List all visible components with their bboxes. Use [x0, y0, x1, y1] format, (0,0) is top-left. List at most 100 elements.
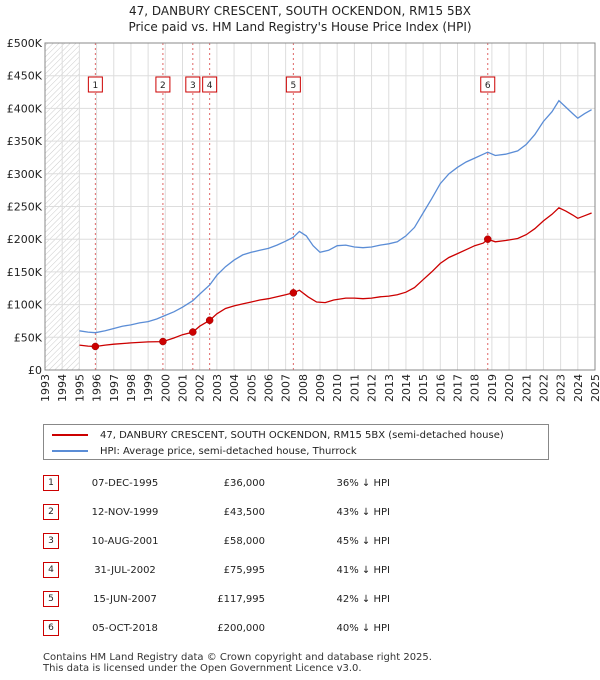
- sale-hpi-diff: 36% ↓ HPI: [336, 478, 390, 489]
- x-tick-label: 2003: [211, 374, 224, 402]
- sale-hpi-diff: 40% ↓ HPI: [336, 623, 390, 634]
- sale-price: £43,500: [223, 507, 265, 518]
- sale-number-label: 1: [92, 81, 98, 91]
- legend-label-hpi: HPI: Average price, semi-detached house,…: [100, 445, 357, 457]
- sales-table-row: 3 10-AUG-2001 £58,000 45% ↓ HPI: [0, 530, 600, 550]
- x-tick-label: 2005: [245, 374, 258, 402]
- sale-hpi-diff: 45% ↓ HPI: [336, 536, 390, 547]
- sale-number-box: [185, 76, 201, 93]
- sale-price: £36,000: [223, 478, 265, 489]
- x-tick-label: 2022: [537, 374, 550, 402]
- sale-price: £58,000: [223, 536, 265, 547]
- sale-number-badge: 4: [43, 562, 59, 578]
- x-tick-label: 2000: [159, 374, 172, 402]
- x-tick-label: 2007: [280, 374, 293, 402]
- sale-number-box: [202, 76, 218, 93]
- x-tick-label: 2006: [262, 374, 275, 402]
- x-tick-label: 1994: [56, 374, 69, 402]
- x-tick-label: 2002: [194, 374, 207, 402]
- y-tick-label: £500K: [7, 37, 43, 50]
- x-tick-label: 2012: [366, 374, 379, 402]
- x-tick-label: 1996: [91, 374, 104, 402]
- sales-table-row: 2 12-NOV-1999 £43,500 43% ↓ HPI: [0, 501, 600, 521]
- x-tick-label: 2015: [417, 374, 430, 402]
- sale-number-box: [480, 76, 496, 93]
- sale-hpi-diff: 41% ↓ HPI: [336, 565, 390, 576]
- sales-table-row: 4 31-JUL-2002 £75,995 41% ↓ HPI: [0, 559, 600, 579]
- sale-date: 07-DEC-1995: [91, 478, 159, 489]
- legend-entry-hpi: HPI: Average price, semi-detached house,…: [52, 443, 357, 459]
- footer-credits: Contains HM Land Registry data © Crown c…: [43, 652, 432, 674]
- x-tick-label: 2004: [228, 374, 241, 402]
- y-tick-label: £200K: [7, 233, 43, 246]
- y-tick-label: £350K: [7, 135, 43, 148]
- x-tick-label: 1998: [125, 374, 138, 402]
- sale-number-box: [87, 76, 103, 93]
- plot-border: [44, 42, 596, 371]
- x-tick-label: 2001: [177, 374, 190, 402]
- footer-line-licence: This data is licensed under the Open Gov…: [43, 663, 362, 674]
- y-tick-label: £400K: [7, 102, 43, 115]
- sale-number-box: [285, 76, 301, 93]
- sale-number-label: 3: [190, 81, 196, 91]
- sale-point: [159, 337, 167, 346]
- legend-swatch-hpi: [52, 450, 88, 452]
- sale-hpi-diff: 43% ↓ HPI: [336, 507, 390, 518]
- legend-entry-property: 47, DANBURY CRESCENT, SOUTH OCKENDON, RM…: [52, 427, 504, 443]
- sale-date: 15-JUN-2007: [93, 594, 157, 605]
- legend-swatch-property: [52, 434, 88, 436]
- x-tick-label: 2013: [383, 374, 396, 402]
- y-tick-label: £250K: [7, 201, 43, 214]
- sales-table-row: 5 15-JUN-2007 £117,995 42% ↓ HPI: [0, 588, 600, 608]
- y-tick-label: £450K: [7, 70, 43, 83]
- price-chart: 1 2 3 4 5 6 £0 £50K £100K £150K £200K £250K £300K £35…: [7, 37, 600, 402]
- sale-number-badge: 2: [43, 504, 59, 520]
- footer-line-copyright: Contains HM Land Registry data © Crown c…: [43, 652, 432, 663]
- chart-legend: 47, DANBURY CRESCENT, SOUTH OCKENDON, RM…: [43, 424, 549, 460]
- sale-number-label: 4: [207, 81, 213, 91]
- x-tick-label: 1997: [108, 374, 121, 402]
- sale-date: 31-JUL-2002: [94, 565, 156, 576]
- x-tick-label: 1999: [142, 374, 155, 402]
- sale-number-badge: 3: [43, 533, 59, 549]
- sale-date: 05-OCT-2018: [92, 623, 158, 634]
- y-tick-label: £0: [28, 364, 42, 377]
- legend-label-property: 47, DANBURY CRESCENT, SOUTH OCKENDON, RM…: [100, 429, 504, 441]
- sale-number-label: 2: [160, 81, 166, 91]
- y-tick-label: £150K: [7, 266, 43, 279]
- x-tick-label: 2011: [348, 374, 361, 402]
- sale-point: [189, 328, 197, 336]
- x-tick-label: 2023: [555, 374, 568, 402]
- sale-point: [289, 289, 298, 297]
- x-tick-label: 1995: [73, 374, 86, 402]
- sales-table-row: 1 07-DEC-1995 £36,000 36% ↓ HPI: [0, 472, 600, 492]
- sale-date: 10-AUG-2001: [91, 536, 159, 547]
- y-tick-label: £50K: [14, 331, 43, 344]
- y-tick-label: £100K: [7, 299, 43, 312]
- sales-table-row: 6 05-OCT-2018 £200,000 40% ↓ HPI: [0, 617, 600, 637]
- x-tick-label: 2010: [331, 374, 344, 402]
- sale-hpi-diff: 42% ↓ HPI: [336, 594, 390, 605]
- x-tick-label: 2017: [452, 374, 465, 402]
- x-tick-label: 2024: [572, 374, 585, 402]
- sale-price: £75,995: [223, 565, 265, 576]
- x-tick-label: 2009: [314, 374, 327, 402]
- sale-point: [91, 342, 100, 351]
- chart-title: 47, DANBURY CRESCENT, SOUTH OCKENDON, RM…: [128, 4, 472, 18]
- sale-number-badge: 6: [43, 620, 59, 636]
- x-tick-label: 2021: [520, 374, 533, 402]
- sale-point: [484, 235, 492, 243]
- x-tick-label: 2014: [400, 374, 413, 402]
- sale-number-label: 5: [290, 81, 296, 91]
- x-tick-label: 2019: [486, 374, 499, 402]
- sale-date: 12-NOV-1999: [91, 507, 159, 518]
- x-tick-label: 2018: [469, 374, 482, 402]
- sale-number-label: 6: [485, 81, 491, 91]
- y-tick-label: £300K: [7, 168, 43, 181]
- x-tick-label: 2025: [589, 374, 600, 402]
- x-tick-label: 1993: [39, 374, 52, 402]
- sale-number-badge: 1: [43, 475, 59, 491]
- sale-point: [205, 316, 214, 325]
- sale-price: £117,995: [217, 594, 265, 605]
- sale-price: £200,000: [217, 623, 265, 634]
